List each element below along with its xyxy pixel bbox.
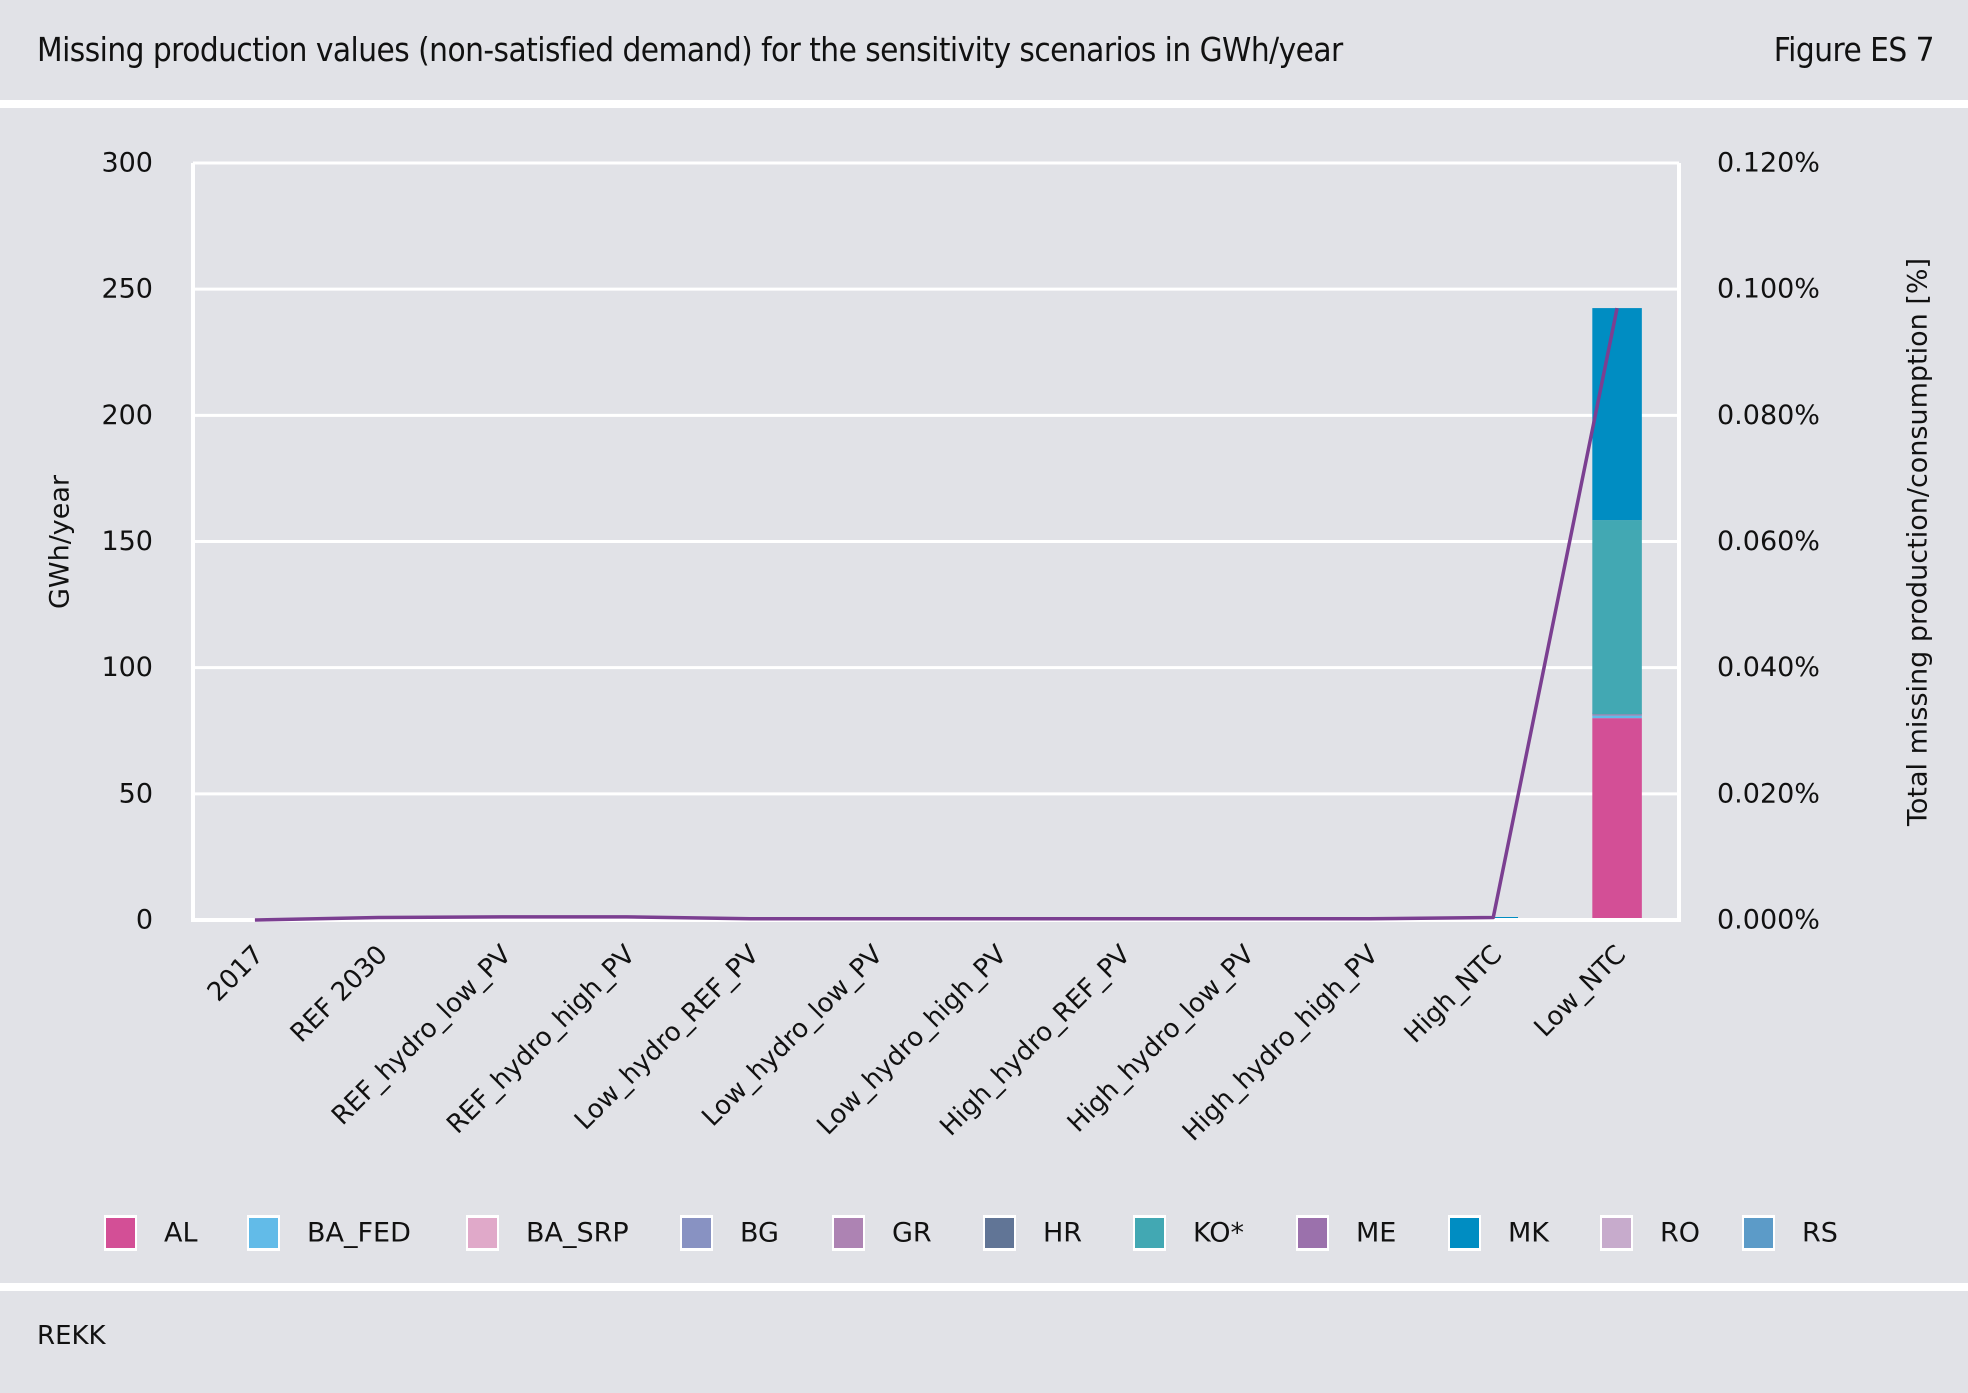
y2-axis-label: Total missing production/consumption [%] xyxy=(1903,258,1934,827)
ratio-line xyxy=(254,307,1619,922)
x-tick-label: Low_NTC xyxy=(1529,940,1632,1043)
legend-item-ro: RO xyxy=(1600,1215,1700,1251)
y-tick-label: 200 xyxy=(101,400,153,431)
bar-segment-ba-fed xyxy=(1592,715,1642,719)
y2-tick-label: 0.000% xyxy=(1717,905,1820,936)
legend-swatch xyxy=(834,1218,863,1248)
legend-item-me: ME xyxy=(1296,1215,1396,1251)
legend-swatch xyxy=(985,1218,1014,1248)
legend-label: BG xyxy=(740,1218,779,1249)
y2-tick-label: 0.120% xyxy=(1717,148,1820,179)
legend-swatch xyxy=(468,1218,497,1248)
y-tick-label: 250 xyxy=(101,274,153,305)
y2-tick-label: 0.080% xyxy=(1717,400,1820,431)
legend-swatch xyxy=(1298,1218,1327,1248)
legend-swatch xyxy=(1602,1218,1631,1248)
legend-item-al: AL xyxy=(104,1215,198,1251)
ratio-line-path xyxy=(254,307,1619,922)
y-axis-label: GWh/year xyxy=(45,474,76,609)
legend-label: GR xyxy=(892,1218,932,1249)
legend-swatch xyxy=(1744,1218,1773,1248)
gridlines xyxy=(193,161,1679,922)
y2-tick-label: 0.060% xyxy=(1717,526,1820,557)
legend-item-hr: HR xyxy=(983,1215,1082,1251)
legend-swatch xyxy=(249,1218,278,1248)
figure-label: Figure ES 7 xyxy=(1773,30,1935,69)
legend-label: BA_SRP xyxy=(526,1218,629,1249)
left-axis-ticks: 0 50 100 150 200 250 300 xyxy=(101,148,153,936)
legend-item-ko-: KO* xyxy=(1133,1215,1244,1251)
legend-label: KO* xyxy=(1193,1218,1244,1249)
legend-item-rs: RS xyxy=(1742,1215,1838,1251)
legend-item-ba-fed: BA_FED xyxy=(247,1215,411,1251)
chart-title: Missing production values (non-satisfied… xyxy=(37,30,1343,69)
legend-label: RS xyxy=(1802,1218,1838,1249)
right-axis-ticks: 0.000% 0.020% 0.040% 0.060% 0.080% 0.100% 0.12… xyxy=(1717,148,1820,936)
legend-swatch xyxy=(1450,1218,1479,1248)
y-tick-label: 50 xyxy=(119,778,153,809)
y-tick-label: 300 xyxy=(101,148,153,179)
legend-item-mk: MK xyxy=(1448,1215,1550,1251)
bar-segment-al xyxy=(1592,718,1642,920)
source-label: REKK xyxy=(37,1321,106,1351)
legend-label: MK xyxy=(1508,1218,1550,1249)
x-tick-label: REF 2030 xyxy=(285,940,394,1049)
y-tick-label: 100 xyxy=(101,652,153,683)
legend-label: AL xyxy=(164,1218,198,1249)
legend-item-bg: BG xyxy=(680,1215,779,1251)
bar-segment-mk xyxy=(1592,308,1642,521)
legend-swatch xyxy=(106,1218,135,1248)
legend-label: ME xyxy=(1356,1218,1396,1249)
y2-tick-label: 0.040% xyxy=(1717,652,1820,683)
legend-swatch xyxy=(682,1218,711,1248)
footer-band: REKK xyxy=(0,1291,1968,1393)
legend-item-ba-srp: BA_SRP xyxy=(466,1215,629,1251)
legend-label: HR xyxy=(1043,1218,1082,1249)
legend-label: RO xyxy=(1660,1218,1700,1249)
y2-tick-label: 0.100% xyxy=(1717,274,1820,305)
x-axis-ticks: 2017 REF 2030REF_hydro_low_PVREF_hydro_hi… xyxy=(202,940,1632,1148)
legend-item-gr: GR xyxy=(832,1215,932,1251)
legend: AL BA_FED BA_SRP BG GR HR KO* ME MK RO RS xyxy=(104,1215,1838,1251)
legend-label: BA_FED xyxy=(307,1218,411,1249)
x-tick-label: High_NTC xyxy=(1399,940,1508,1049)
header-band: Missing production values (non-satisfied… xyxy=(0,0,1968,100)
bar-segment-ko- xyxy=(1592,520,1642,715)
y2-tick-label: 0.020% xyxy=(1717,778,1820,809)
legend-swatch xyxy=(1135,1218,1164,1248)
x-tick-label: 2017 xyxy=(202,940,270,1008)
y-tick-label: 0 xyxy=(136,905,153,936)
y-tick-label: 150 xyxy=(101,526,153,557)
bars xyxy=(353,308,1642,920)
